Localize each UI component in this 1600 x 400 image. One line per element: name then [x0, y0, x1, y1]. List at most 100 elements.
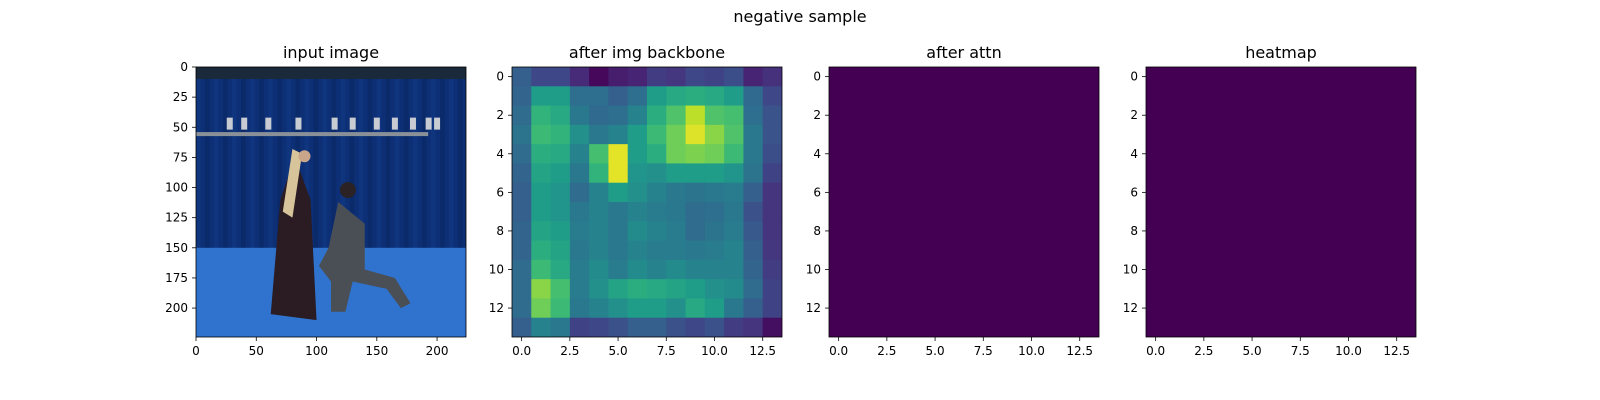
- x-tick-label: 5.0: [926, 344, 945, 358]
- heatmap-cell: [1203, 240, 1224, 261]
- heatmap-cell: [1146, 221, 1166, 242]
- heatmap-cell: [848, 221, 869, 242]
- y-tick-label: 10: [806, 263, 821, 277]
- heatmap-cell: [1396, 240, 1416, 261]
- heatmap-cell: [1300, 202, 1321, 222]
- heatmap-cell: [1203, 105, 1224, 126]
- heatmap-cell: [1146, 86, 1166, 107]
- heatmap-cell: [704, 317, 725, 337]
- heatmap-cell: [704, 259, 725, 280]
- heatmap-cell: [925, 279, 946, 299]
- heatmap-cell: [886, 240, 907, 261]
- heatmap-cell: [925, 298, 946, 319]
- y-tick-label: 8: [813, 224, 821, 238]
- heatmap-cell: [867, 86, 888, 107]
- heatmap-cell: [1184, 317, 1205, 337]
- heatmap-cell: [550, 221, 571, 242]
- heatmap-cell: [762, 86, 782, 107]
- heatmap-cell: [1079, 182, 1099, 203]
- y-tick-label: 6: [1130, 185, 1138, 199]
- heatmap-cell: [886, 105, 907, 126]
- heatmap-cell: [1060, 144, 1081, 164]
- heatmap-cell: [1242, 279, 1263, 299]
- heatmap-cell: [1002, 259, 1023, 280]
- heatmap-cell: [906, 279, 926, 299]
- heatmap-cell: [1396, 221, 1416, 242]
- heatmap-cell: [1396, 259, 1416, 280]
- heatmap-cell: [1165, 259, 1186, 280]
- heatmap-cell: [1165, 202, 1186, 222]
- heatmap-cell: [848, 163, 869, 184]
- heatmap-cell: [1203, 317, 1224, 337]
- heatmap-cell: [944, 240, 965, 261]
- heatmap-cell: [1146, 279, 1166, 299]
- heatmap-cell: [1223, 240, 1243, 261]
- heatmap-cell: [1021, 105, 1042, 126]
- heatmap-cell: [550, 105, 571, 126]
- heatmap-cell: [1184, 163, 1205, 184]
- curtain-fold: [449, 76, 454, 272]
- x-tick-label: 10.0: [1018, 344, 1045, 358]
- heatmap-cell: [1242, 221, 1263, 242]
- heatmap-cell: [666, 240, 687, 261]
- heatmap-cell: [944, 124, 965, 145]
- heatmap-cell: [1021, 221, 1042, 242]
- panel-title: heatmap: [1245, 43, 1317, 62]
- heatmap-cell: [762, 298, 782, 319]
- heatmap-cell: [589, 67, 609, 87]
- heatmap-cell: [1203, 182, 1224, 203]
- heatmap-cell: [762, 259, 782, 280]
- heatmap-cell: [1261, 105, 1282, 126]
- heatmap-cell: [550, 67, 571, 87]
- heatmap-cell: [848, 86, 869, 107]
- heatmap-cell: [925, 202, 946, 222]
- heatmap-cell: [1338, 67, 1359, 87]
- curtain-fold: [250, 76, 255, 272]
- heatmap-cell: [1242, 105, 1263, 126]
- heatmap-cell: [867, 124, 888, 145]
- heatmap-cell: [964, 298, 984, 319]
- studio-camera: [373, 117, 380, 130]
- x-tick-label: 12.5: [749, 344, 776, 358]
- heatmap-cell: [666, 163, 687, 184]
- y-tick-label: 75: [173, 150, 188, 164]
- heatmap-cell: [1377, 202, 1398, 222]
- x-tick-label: 0: [192, 344, 200, 358]
- heatmap-cell: [1300, 317, 1321, 337]
- heatmap-cell: [762, 163, 782, 184]
- heatmap-cell: [512, 67, 532, 87]
- heatmap-cell: [1146, 298, 1166, 319]
- heatmap-cell: [964, 105, 984, 126]
- heatmap-cell: [848, 67, 869, 87]
- heatmap-cell: [569, 144, 590, 164]
- heatmap-cell: [983, 86, 1004, 107]
- heatmap-cell: [1184, 298, 1205, 319]
- heatmap-cell: [1281, 182, 1301, 203]
- heatmap-cell: [1242, 124, 1263, 145]
- heatmap-cell: [1281, 124, 1301, 145]
- heatmap-cell: [550, 298, 571, 319]
- heatmap-cell: [1281, 144, 1301, 164]
- heatmap-cell: [1281, 279, 1301, 299]
- heatmap-cell: [1242, 240, 1263, 261]
- y-tick-label: 2: [496, 108, 504, 122]
- heatmap-cell: [1002, 182, 1023, 203]
- heatmap-cell: [1377, 298, 1398, 319]
- heatmap-cell: [1021, 86, 1042, 107]
- heatmap-cell: [925, 124, 946, 145]
- heatmap-cell: [762, 124, 782, 145]
- heatmap-cell: [704, 221, 725, 242]
- heatmap-cell: [647, 105, 667, 126]
- y-tick-label: 100: [165, 181, 188, 195]
- y-tick-label: 175: [165, 271, 188, 285]
- heatmap-cell: [1396, 105, 1416, 126]
- heatmap-cell: [531, 259, 552, 280]
- heatmap-cell: [983, 182, 1004, 203]
- curtain-fold: [331, 76, 337, 272]
- heatmap-cell: [666, 67, 687, 87]
- figure-hair: [282, 148, 303, 218]
- heatmap-cell: [685, 163, 706, 184]
- heatmap-cell: [569, 124, 590, 145]
- curtain-fold: [440, 76, 445, 272]
- heatmap-cell: [531, 298, 552, 319]
